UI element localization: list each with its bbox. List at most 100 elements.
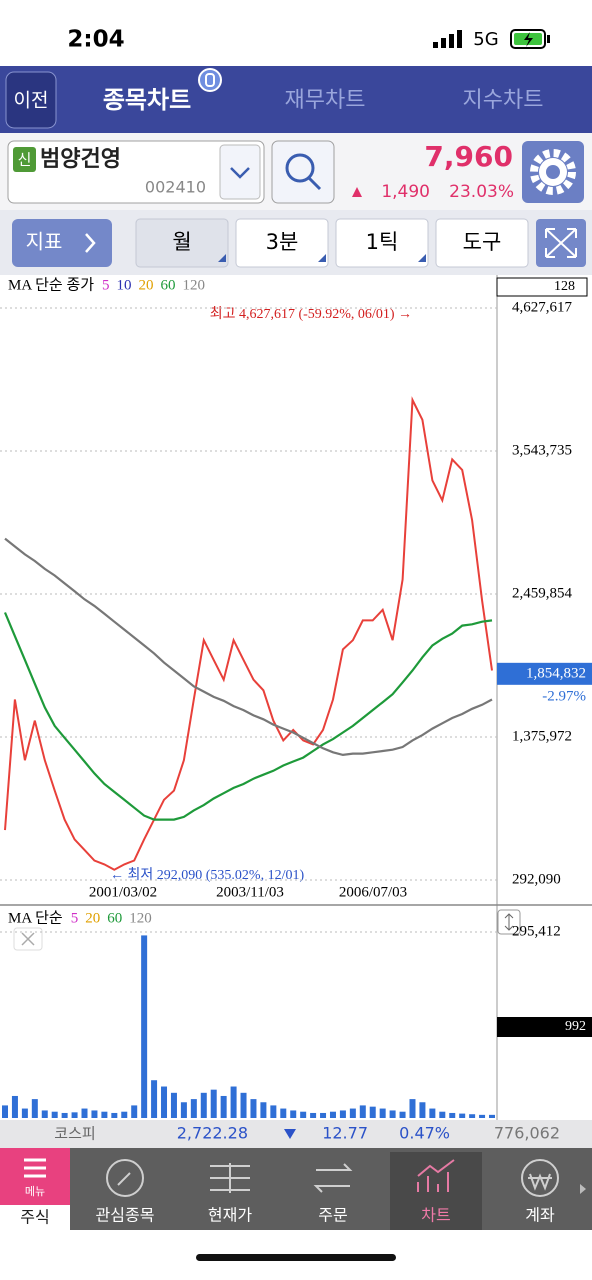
tools-label[interactable]: 도구: [463, 230, 502, 254]
home-indicator: [196, 1254, 396, 1261]
legend-period: 20: [139, 277, 154, 293]
signal-icon: [433, 30, 462, 48]
stock-name[interactable]: 범양건영: [40, 147, 121, 172]
close-icon[interactable]: [13, 927, 43, 951]
tab[interactable]: 종목차트: [103, 86, 191, 114]
stock-selector[interactable]: [7, 140, 265, 204]
volume-bar: [220, 1095, 227, 1118]
index-change: 12.77: [322, 1124, 368, 1143]
volume-bar: [469, 1114, 476, 1118]
volume-bar: [41, 1110, 48, 1118]
nav-selected: [390, 1152, 482, 1230]
stock-change-rate: 23.03%: [449, 182, 514, 202]
resize-icon[interactable]: [497, 909, 521, 935]
volume-bar: [270, 1105, 277, 1118]
chart-area: 128 최고 4,627,617 (-59.92%, 06/01) → ← 최저…: [0, 275, 592, 1120]
interval-label[interactable]: 3분: [266, 230, 299, 254]
volume-bar: [449, 1112, 456, 1118]
y-tick-label: 295,412: [512, 923, 561, 939]
nav-label[interactable]: 차트: [421, 1206, 450, 1225]
volume-bar: [429, 1108, 436, 1118]
corner-icons: [218, 254, 426, 262]
y-tick-label: 292,090: [512, 871, 561, 887]
volume-bar: [399, 1111, 406, 1118]
volume-bar: [111, 1112, 118, 1118]
price-line: [4, 537, 493, 757]
volume-bar: [439, 1111, 446, 1118]
back-label[interactable]: 이전: [14, 90, 49, 112]
period-button[interactable]: [135, 218, 229, 268]
tick-label[interactable]: 1틱: [366, 230, 399, 254]
settings-icon: [530, 149, 576, 195]
status-network: 5G: [473, 29, 498, 50]
volume-bar: [121, 1111, 128, 1118]
volume-bar: [2, 1105, 8, 1118]
legend-period: 20: [85, 910, 100, 926]
index-value: 2,722.28: [177, 1124, 248, 1143]
tools-button[interactable]: [435, 218, 529, 268]
volume-bar: [21, 1108, 28, 1118]
volume-bar: [240, 1092, 247, 1118]
interval-button[interactable]: [235, 218, 329, 268]
volume-bar: [339, 1110, 346, 1118]
nav-label[interactable]: 주식: [20, 1208, 49, 1227]
x-label: 2001/03/02: [89, 884, 157, 900]
volume-bar: [389, 1110, 396, 1118]
nav-label[interactable]: 계좌: [525, 1206, 555, 1225]
volume-bar: [310, 1112, 317, 1118]
tick-button[interactable]: [335, 218, 429, 268]
volume-bar: [131, 1105, 138, 1118]
menu-label[interactable]: 메뉴: [25, 1185, 45, 1198]
nav-label[interactable]: 관심종목: [96, 1206, 155, 1225]
period-label[interactable]: 월: [172, 230, 191, 254]
legend-period: 5: [71, 910, 79, 926]
index-bar: [0, 1120, 592, 1148]
toolbar-buttons: [135, 218, 529, 268]
volume-bar: [81, 1108, 88, 1118]
back-button[interactable]: [5, 71, 57, 129]
header: [0, 66, 592, 133]
stock-tab[interactable]: [0, 1205, 70, 1230]
volume-bar: [419, 1102, 426, 1118]
indicator-label[interactable]: 지표: [26, 230, 63, 254]
search-button[interactable]: [271, 140, 335, 204]
legend-period: 5: [102, 277, 110, 293]
nav-label[interactable]: 주문: [318, 1206, 347, 1225]
volume-bar: [141, 935, 148, 1118]
dropdown-button[interactable]: [219, 144, 261, 200]
volume-bar: [11, 1095, 18, 1118]
current-price-label: 1,854,832: [526, 665, 586, 681]
stock-badge: [13, 147, 36, 172]
count-label: 128: [554, 279, 575, 294]
current-change-label: -2.97%: [542, 688, 586, 704]
status-bar: [0, 0, 592, 66]
low-note: ← 최저 292,090 (535.02%, 12/01): [110, 867, 304, 883]
battery-icon: [510, 29, 550, 49]
chevron-icon: [85, 233, 96, 253]
y-tick-label: 4,627,617: [512, 299, 573, 315]
volume-bar: [230, 1086, 237, 1118]
dropdown-icon: [230, 167, 250, 179]
volume-bar: [161, 1086, 168, 1118]
nav-label[interactable]: 현재가: [208, 1206, 252, 1225]
index-rate: 0.47%: [399, 1124, 450, 1143]
price-line: [3, 612, 493, 821]
volume-bar: [329, 1111, 336, 1118]
badge-icon: [198, 68, 222, 92]
tab[interactable]: 재무차트: [285, 88, 366, 113]
stock-change: 1,490: [381, 182, 430, 202]
indicator-button[interactable]: [12, 219, 112, 267]
nav-more[interactable]: [580, 1184, 586, 1194]
tab[interactable]: 지수차트: [463, 88, 544, 113]
volume-bar: [369, 1106, 376, 1118]
nav-icons: [106, 1159, 559, 1197]
up-arrow: [352, 187, 362, 197]
volume-bar: [320, 1112, 327, 1118]
legend-title: MA 단순: [8, 909, 63, 926]
volume-bar: [180, 1102, 187, 1118]
count-box: [496, 277, 588, 297]
search-icon: [285, 153, 322, 191]
volume-bar: [91, 1110, 98, 1118]
